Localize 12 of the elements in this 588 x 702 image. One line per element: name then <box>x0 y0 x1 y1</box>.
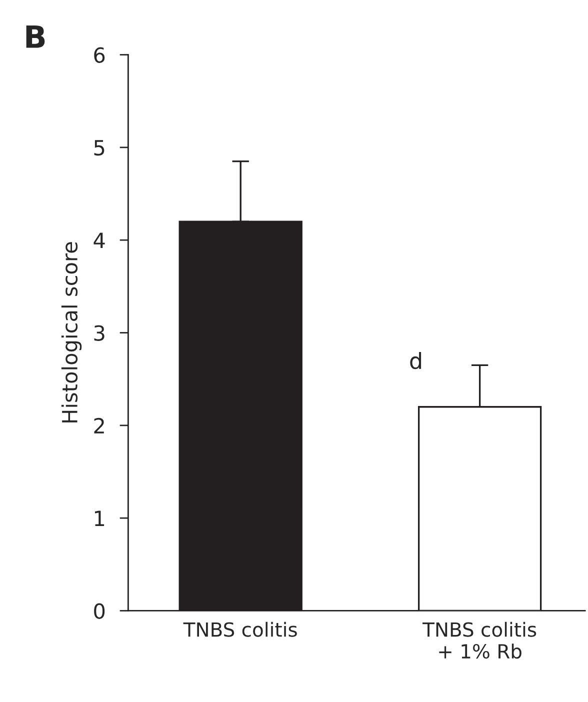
y-tick-label: 3 <box>94 325 104 341</box>
text: B <box>26 26 45 48</box>
x-tick-label: TNBS colitis <box>183 622 297 637</box>
y-tick-label: 2 <box>94 418 104 434</box>
x-tick-label: TNBS colitis + 1% Rb <box>422 622 536 659</box>
y-tick-label: 4 <box>94 232 105 248</box>
y-tick-label: 0 <box>94 603 105 619</box>
y-axis-title: Histological score <box>61 242 82 422</box>
annotation: d <box>410 352 422 370</box>
y-tick-label: 1 <box>94 510 104 526</box>
y-tick-label: 5 <box>94 140 104 156</box>
y-tick-label: 6 <box>94 47 105 63</box>
